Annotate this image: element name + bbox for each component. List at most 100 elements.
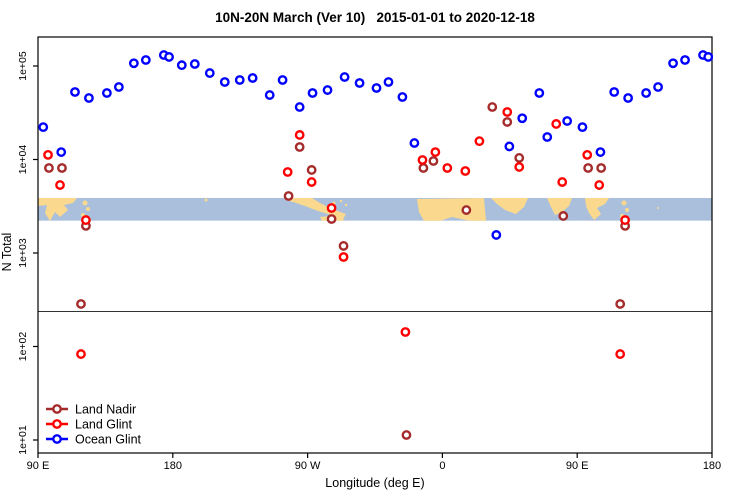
data-point <box>81 215 91 225</box>
data-point <box>306 165 317 175</box>
data-point <box>620 215 631 225</box>
data-point <box>38 122 49 133</box>
data-point <box>55 180 65 190</box>
map-island <box>625 208 629 212</box>
data-point <box>204 68 215 78</box>
data-point <box>400 327 411 337</box>
x-axis: 90 E 180 90 W 0 90 E 180 <box>27 453 721 472</box>
data-point <box>582 149 593 160</box>
data-point <box>609 87 620 97</box>
data-point <box>417 155 428 165</box>
data-point <box>558 211 569 221</box>
data-point <box>551 119 562 129</box>
data-point <box>491 230 502 240</box>
series-land-glint <box>43 107 631 359</box>
data-point <box>44 163 54 173</box>
legend-label: Ocean Glint <box>75 433 142 447</box>
series-ocean-glint <box>38 50 713 240</box>
data-point <box>56 147 67 157</box>
data-points <box>38 50 713 440</box>
y-tick-label: 1e+04 <box>17 145 29 175</box>
legend-item-ocean-glint: Ocean Glint <box>46 433 142 447</box>
data-point <box>542 132 553 142</box>
data-point <box>57 163 67 173</box>
data-point <box>101 88 112 98</box>
data-point <box>460 166 471 176</box>
data-point <box>680 55 690 65</box>
map-land <box>585 198 609 220</box>
x-tick-label: 180 <box>703 460 721 472</box>
map-island <box>621 200 627 206</box>
data-point <box>583 163 594 173</box>
data-point <box>397 92 408 102</box>
map-land <box>547 198 572 215</box>
data-point <box>615 349 626 359</box>
data-point <box>277 75 288 85</box>
data-point <box>264 90 275 100</box>
data-point <box>577 122 588 133</box>
data-point <box>164 52 174 62</box>
data-point <box>418 163 429 173</box>
data-point <box>703 52 713 62</box>
legend-marker <box>52 419 62 429</box>
data-point <box>306 177 317 187</box>
map-land <box>417 198 486 221</box>
data-point <box>189 59 200 69</box>
map-island <box>657 207 659 209</box>
data-point <box>442 163 453 173</box>
data-point <box>43 149 53 160</box>
data-point <box>502 107 513 117</box>
data-point <box>219 77 230 87</box>
x-tick-label: 180 <box>164 460 182 472</box>
data-point <box>668 58 678 69</box>
data-point <box>504 141 515 152</box>
x-tick-label: 90 E <box>27 460 50 472</box>
x-axis-label: Longitude (deg E) <box>325 476 425 490</box>
data-point <box>401 430 412 440</box>
data-point <box>234 75 245 85</box>
legend-item-land-nadir: Land Nadir <box>46 403 136 417</box>
data-point <box>623 93 634 103</box>
data-point <box>338 241 349 251</box>
map-land <box>491 198 528 214</box>
data-point <box>371 83 382 93</box>
data-point <box>307 88 318 98</box>
data-point <box>176 60 187 71</box>
plot-box <box>37 36 713 454</box>
data-point <box>514 162 525 172</box>
data-point <box>430 147 441 157</box>
data-point <box>128 58 139 69</box>
data-point <box>76 299 86 309</box>
x-tick-label: 0 <box>439 460 445 472</box>
legend-marker <box>52 404 62 414</box>
data-point <box>294 142 305 152</box>
data-point <box>70 87 80 97</box>
data-point <box>140 55 151 65</box>
y-tick-label: 1e+05 <box>17 51 29 81</box>
data-point <box>514 153 525 163</box>
data-point <box>596 163 607 173</box>
data-point <box>487 102 498 112</box>
y-axis-label: N Total <box>0 232 14 272</box>
data-point <box>594 180 605 190</box>
data-point <box>562 116 573 126</box>
data-point <box>322 85 333 95</box>
y-axis: 1e+01 1e+02 1e+03 1e+04 1e+05 <box>17 51 38 455</box>
map-island <box>339 199 343 203</box>
data-point <box>383 77 394 87</box>
data-point <box>338 252 349 262</box>
map-island <box>204 198 208 202</box>
legend-marker <box>52 434 62 444</box>
data-point <box>595 147 606 157</box>
legend-label: Land Nadir <box>75 403 136 417</box>
x-tick-label: 90 W <box>295 460 321 472</box>
data-point <box>641 88 651 98</box>
data-point <box>326 214 337 224</box>
map-land <box>38 198 77 221</box>
map-land <box>286 198 346 219</box>
data-point <box>615 299 626 309</box>
chart-title: 10N-20N March (Ver 10) 2015-01-01 to 202… <box>215 10 535 25</box>
map-island <box>86 207 90 211</box>
